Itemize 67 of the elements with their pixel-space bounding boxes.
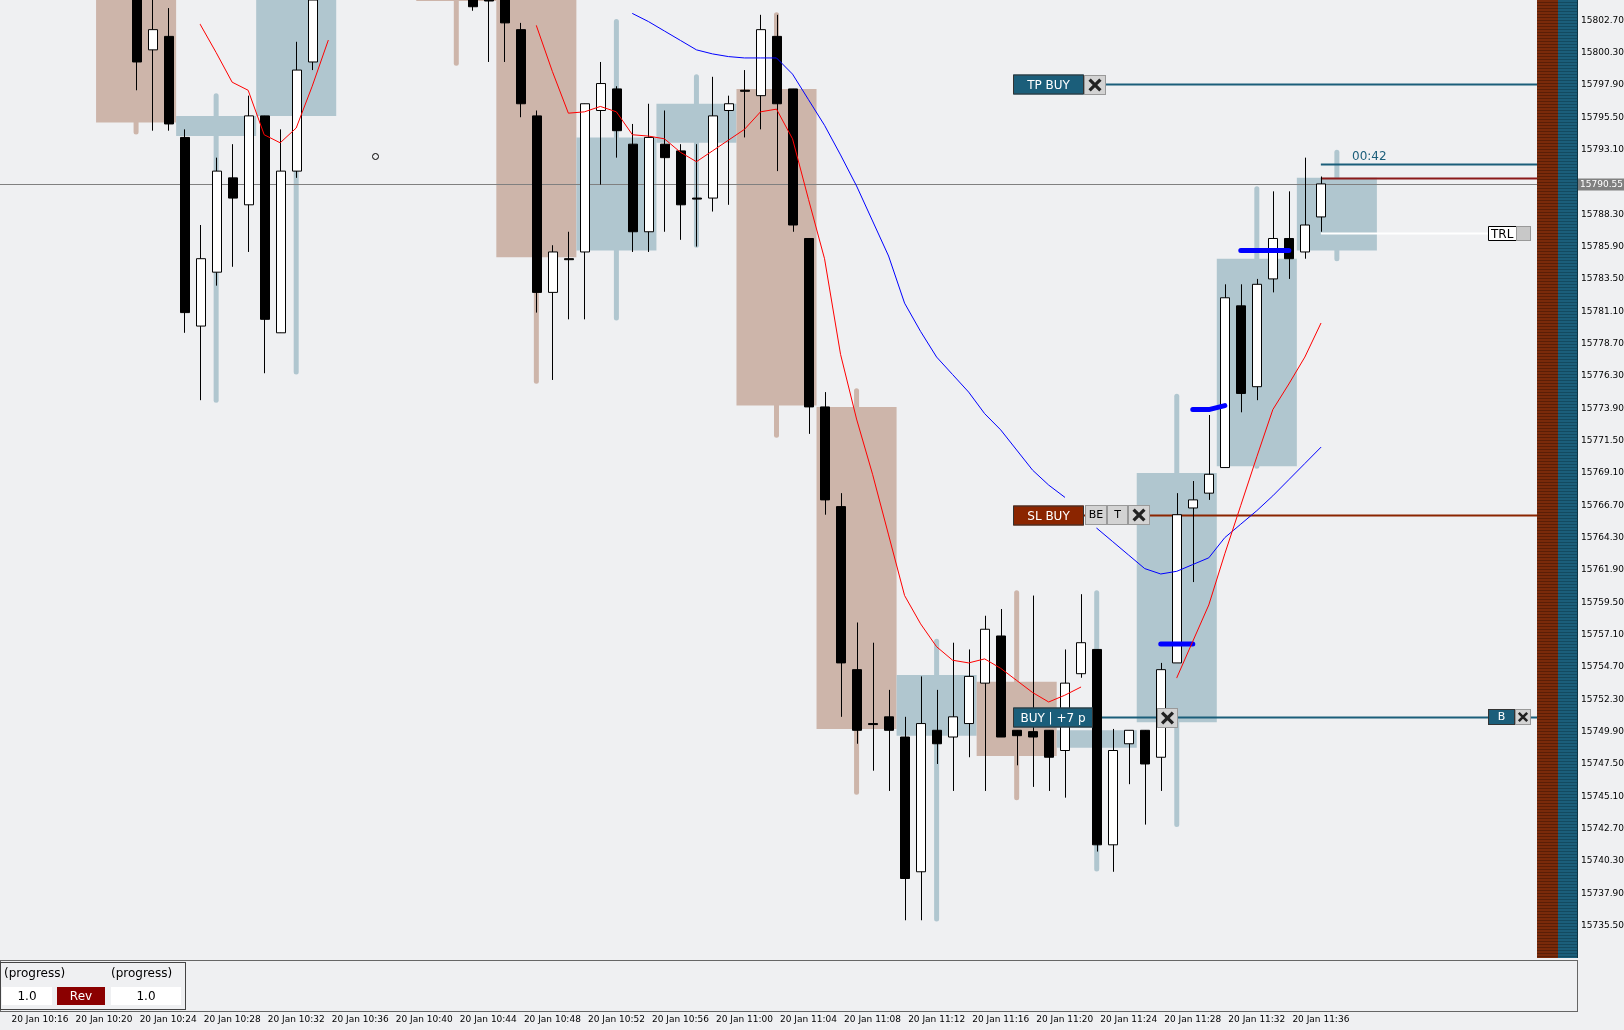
x-tick-label: 20 Jan 10:52 — [587, 1013, 645, 1024]
y-tick-label: 15802.70 — [1581, 14, 1624, 25]
y-tick-label: 15764.30 — [1581, 531, 1624, 542]
x-tick-label: 20 Jan 10:56 — [651, 1013, 710, 1024]
ref-line-label: TP BUY — [1026, 77, 1071, 92]
x-tick-label: 20 Jan 10:32 — [267, 1013, 325, 1024]
annotation: T — [1107, 505, 1128, 525]
y-tick-label: 15800.30 — [1581, 46, 1624, 57]
y-tick-label: 15759.50 — [1581, 596, 1624, 607]
candlestick — [724, 95, 734, 206]
y-tick-label: 15735.50 — [1581, 920, 1624, 931]
y-tick-label: 15769.10 — [1581, 467, 1624, 478]
x-tick-label: 20 Jan 10:48 — [523, 1013, 582, 1024]
y-tick-label: 15761.90 — [1581, 564, 1624, 575]
y-tick-label: 15783.50 — [1581, 273, 1624, 284]
y-tick-label: 15771.50 — [1581, 434, 1624, 445]
annotation: BE — [1085, 505, 1107, 525]
y-tick-label: 15793.10 — [1581, 143, 1624, 154]
x-tick-label: 20 Jan 11:08 — [844, 1013, 902, 1024]
y-tick-label: 15747.50 — [1581, 758, 1624, 769]
ref-line-label: SL BUY — [1027, 508, 1071, 523]
x-tick-label: 20 Jan 11:20 — [1036, 1013, 1094, 1024]
text: (progress) — [4, 966, 66, 980]
x-tick-label: 20 Jan 11:04 — [780, 1013, 838, 1024]
ref-line-label: TRL — [1490, 226, 1514, 241]
annotation: 00:42 — [1352, 149, 1387, 163]
ref-line-label: BUY | +7 p — [1020, 710, 1086, 725]
annotation: B — [1488, 709, 1515, 725]
x-tick-label: 20 Jan 10:20 — [75, 1013, 133, 1024]
y-tick-label: 15752.30 — [1581, 693, 1624, 704]
text: (progress) — [111, 966, 173, 980]
y-tick-label: 15788.30 — [1581, 208, 1624, 219]
x-tick-label: 20 Jan 11:12 — [908, 1013, 966, 1024]
x-tick-label: 20 Jan 11:32 — [1228, 1013, 1286, 1024]
x-tick-label: 20 Jan 11:28 — [1164, 1013, 1222, 1024]
x-tick-label: 20 Jan 11:24 — [1100, 1013, 1158, 1024]
y-tick-label: 15740.30 — [1581, 855, 1624, 866]
y-tick-label: 15745.10 — [1581, 790, 1624, 801]
candlestick — [884, 689, 894, 792]
candlestick — [948, 642, 958, 792]
y-tick-label: 15776.30 — [1581, 370, 1624, 381]
y-tick-label: 15781.10 — [1581, 305, 1624, 316]
y-tick-label: 15795.50 — [1581, 111, 1624, 122]
y-tick-label: 15742.70 — [1581, 822, 1624, 833]
text: Rev — [57, 987, 105, 1005]
y-tick-label: 15749.90 — [1581, 725, 1624, 736]
y-tick-label: 15737.90 — [1581, 887, 1624, 898]
x-tick-label: 20 Jan 11:00 — [715, 1013, 774, 1024]
x-tick-label: 20 Jan 11:16 — [972, 1013, 1030, 1024]
x-tick-label: 20 Jan 10:44 — [459, 1013, 518, 1024]
x-tick-label: 20 Jan 10:28 — [203, 1013, 261, 1024]
text: 1.0 — [2, 987, 52, 1005]
x-tick-label: 20 Jan 10:16 — [11, 1013, 69, 1024]
y-tick-label: 15785.90 — [1581, 240, 1624, 251]
candlestick — [228, 143, 238, 268]
y-tick-label: 15773.90 — [1581, 402, 1624, 413]
x-tick-label: 20 Jan 10:36 — [331, 1013, 389, 1024]
text: 1.0 — [111, 987, 181, 1005]
y-tick-label: 15754.70 — [1581, 661, 1624, 672]
x-tick-label: 20 Jan 11:36 — [1292, 1013, 1350, 1024]
y-tick-label: 15797.90 — [1581, 79, 1624, 90]
x-tick-label: 20 Jan 10:24 — [139, 1013, 197, 1024]
y-tick-label: 15766.70 — [1581, 499, 1624, 510]
y-tick-label: 15778.70 — [1581, 337, 1624, 348]
ref-line-label: 15790.55 — [1580, 178, 1623, 189]
x-tick-label: 20 Jan 10:40 — [395, 1013, 454, 1024]
y-tick-label: 15757.10 — [1581, 628, 1624, 639]
